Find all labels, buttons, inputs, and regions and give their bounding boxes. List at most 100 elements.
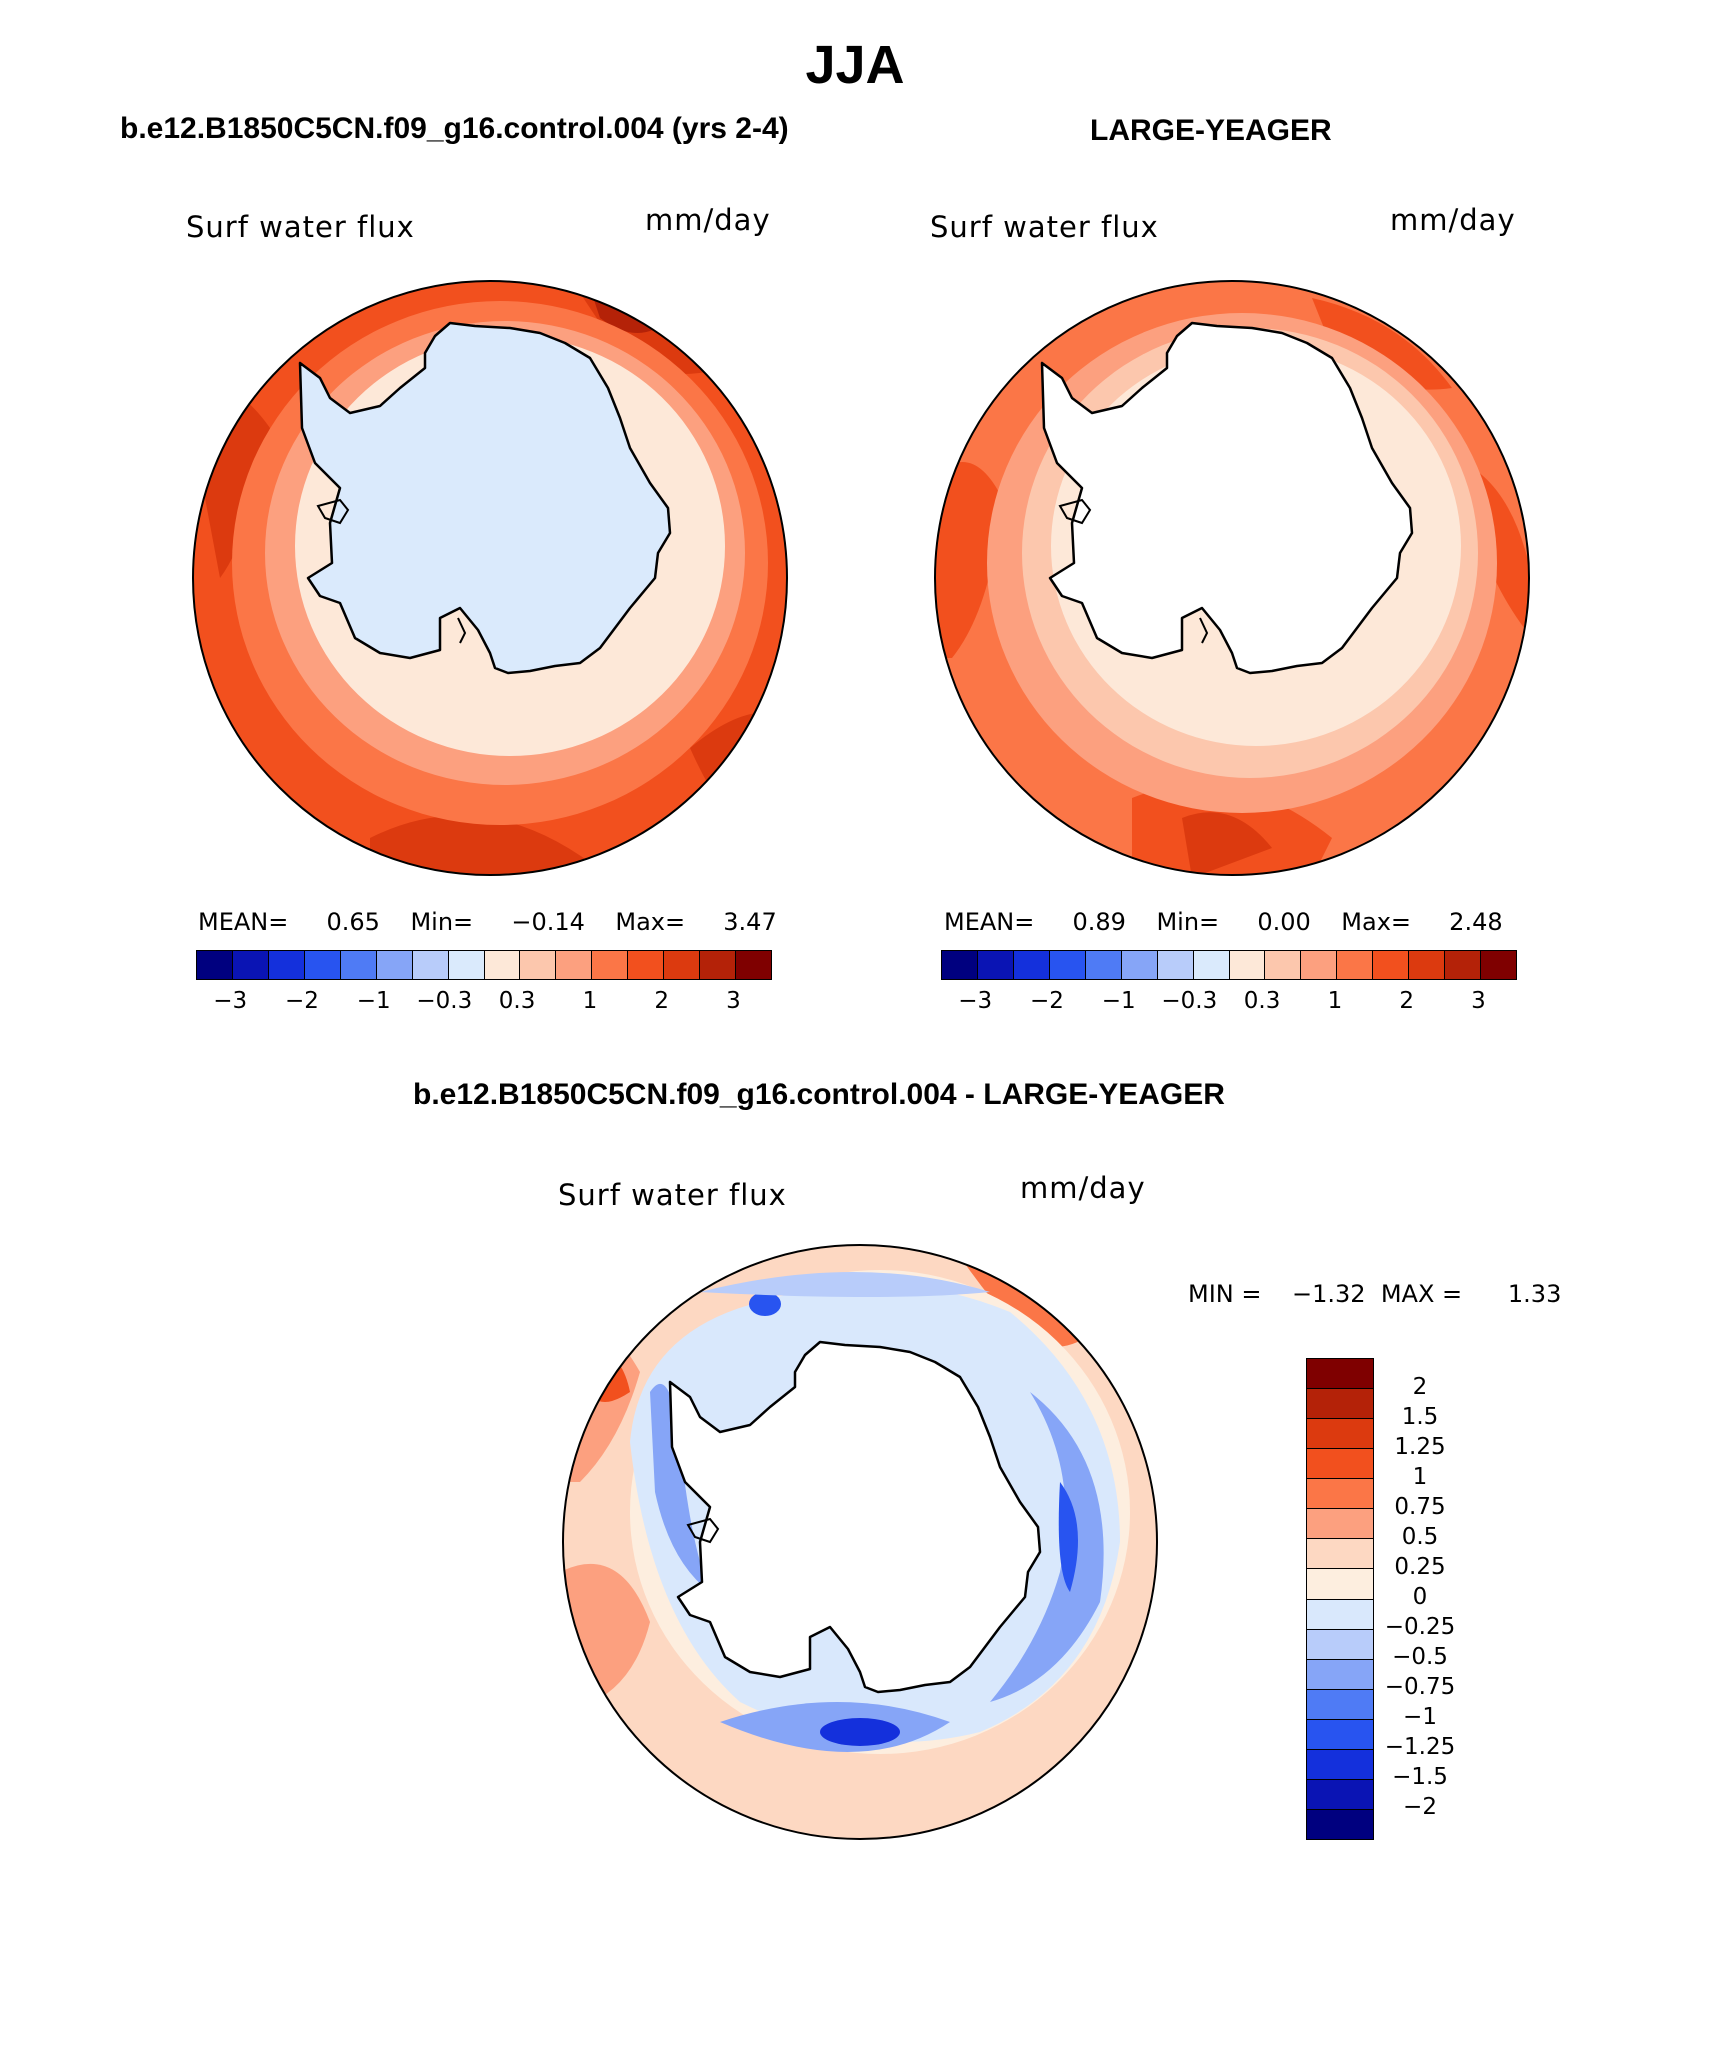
colorbar-swatch (1157, 951, 1194, 979)
diff-stats: MIN = −1.32 MAX = 1.33 (1188, 1280, 1561, 1308)
panel1-high-flux-patch (370, 815, 610, 875)
colorbar-swatch (232, 951, 269, 979)
panel2-mean-value: 0.89 (1072, 908, 1126, 936)
colorbar-swatch (1307, 1389, 1373, 1420)
colorbar-swatch (448, 951, 485, 979)
panel1-units-label: mm/day (645, 203, 771, 237)
colorbar-swatch (1307, 1419, 1373, 1450)
colorbar-tick-label: 2 (1399, 988, 1414, 1014)
diff-antarctica-interior (670, 1342, 1040, 1692)
colorbar-swatch (1307, 1749, 1373, 1780)
colorbar-level-label: −1.25 (1384, 1734, 1456, 1760)
colorbar-tick-label: −2 (284, 988, 319, 1014)
colorbar-tick-label: 3 (726, 988, 741, 1014)
panel2-units-label: mm/day (1390, 203, 1516, 237)
colorbar-swatch (1229, 951, 1266, 979)
colorbar-tick-label: −0.3 (1161, 988, 1218, 1014)
panel1-mean-value: 0.65 (326, 908, 380, 936)
diff-max-value: 1.33 (1507, 1280, 1562, 1308)
colorbar-swatch (376, 951, 413, 979)
panel1-max-label: Max= (615, 908, 686, 936)
colorbar-swatch (1409, 951, 1446, 979)
panel2-high-flux-patch (935, 462, 1002, 658)
diff-strong-negative-core (1058, 1482, 1078, 1592)
colorbar-tick-label: 0.3 (498, 988, 536, 1014)
panel2-mean-label: MEAN= (944, 908, 1035, 936)
panel2-max-label: Max= (1341, 908, 1412, 936)
colorbar-swatch (340, 951, 377, 979)
colorbar-level-label: 0 (1412, 1584, 1428, 1610)
panel1-ice-shelf-outline (316, 498, 350, 525)
panel2-colorbar (941, 950, 1517, 980)
colorbar-level-label: 2 (1412, 1374, 1428, 1400)
colorbar-tick-label: −2 (1029, 988, 1064, 1014)
colorbar-swatch (1307, 1719, 1373, 1750)
panel1-case-title: b.e12.B1850C5CN.f09_g16.control.004 (yrs… (120, 112, 789, 145)
colorbar-level-label: −0.75 (1384, 1674, 1456, 1700)
colorbar-level-label: −0.25 (1384, 1614, 1456, 1640)
colorbar-level-label: 0.25 (1394, 1554, 1446, 1580)
panel1-antarctica-interior (300, 323, 670, 673)
diff-polar-map (562, 1244, 1158, 1840)
colorbar-swatch (942, 951, 978, 979)
colorbar-swatch (1445, 951, 1482, 979)
colorbar-swatch (977, 951, 1014, 979)
colorbar-swatch (1307, 1569, 1373, 1600)
colorbar-level-label: 1 (1412, 1464, 1428, 1490)
diff-strong-negative-core (820, 1718, 900, 1746)
colorbar-swatch (1307, 1809, 1373, 1839)
diff-variable-label: Surf water flux (558, 1178, 787, 1212)
panel2-high-flux-patch (1312, 298, 1452, 390)
colorbar-swatch (1307, 1599, 1373, 1630)
colorbar-swatch (736, 951, 771, 979)
diff-max-label: MAX = (1380, 1280, 1463, 1308)
panel2-ice-shelf-outline (1058, 498, 1092, 525)
colorbar-level-label: −2 (1403, 1794, 1437, 1820)
colorbar-tick-label: −1 (356, 988, 391, 1014)
figure-title: JJA (805, 35, 905, 95)
diff-strong-negative-core (749, 1292, 781, 1316)
panel2-min-value: 0.00 (1257, 908, 1311, 936)
colorbar-tick-label: 3 (1471, 988, 1486, 1014)
colorbar-swatch (412, 951, 449, 979)
colorbar-swatch (1307, 1449, 1373, 1480)
colorbar-swatch (1265, 951, 1302, 979)
colorbar-swatch (1307, 1479, 1373, 1510)
diff-min-value: −1.32 (1292, 1280, 1366, 1308)
panel2-stats: MEAN= 0.89 Min= 0.00 Max= 2.48 (944, 908, 1503, 936)
colorbar-tick-label: 0.3 (1243, 988, 1281, 1014)
colorbar-swatch (1307, 1359, 1373, 1390)
colorbar-swatch (1013, 951, 1050, 979)
colorbar-swatch (1307, 1629, 1373, 1660)
colorbar-tick-label: 1 (582, 988, 598, 1014)
panel2-ice-shelf-outline (1199, 617, 1209, 644)
colorbar-swatch (268, 951, 305, 979)
panel1-colorbar (196, 950, 772, 980)
panel1-max-value: 3.47 (723, 908, 777, 936)
colorbar-swatch (1307, 1689, 1373, 1720)
colorbar-level-label: 1.25 (1394, 1434, 1446, 1460)
colorbar-level-label: 0.5 (1401, 1524, 1439, 1550)
colorbar-level-label: −1.5 (1392, 1764, 1448, 1790)
panel1-ice-shelf-outline (457, 617, 467, 644)
colorbar-tick-label: −1 (1101, 988, 1136, 1014)
diff-map-border (562, 1244, 1158, 1840)
colorbar-level-label: 0.75 (1394, 1494, 1446, 1520)
panel2-map-border (934, 280, 1530, 876)
colorbar-swatch (1307, 1779, 1373, 1810)
panel2-peak-flux-patch (1182, 812, 1272, 875)
panel2-antarctica-interior (1042, 323, 1412, 673)
colorbar-swatch (1307, 1539, 1373, 1570)
colorbar-swatch (1481, 951, 1516, 979)
panel1-polar-map (192, 280, 788, 876)
colorbar-swatch (556, 951, 593, 979)
colorbar-swatch (197, 951, 233, 979)
panel1-map-border (192, 280, 788, 876)
panel1-min-label: Min= (410, 908, 474, 936)
diff-antarctica-coastline (668, 1340, 1042, 1694)
panel2-colorbar-ticks: −3 −2 −1 −0.3 0.3 1 2 3 (941, 988, 1515, 1018)
diff-strong-positive-patch (580, 1350, 630, 1402)
colorbar-swatch (1337, 951, 1374, 979)
panel1-stats: MEAN= 0.65 Min= −0.14 Max= 3.47 (198, 908, 777, 936)
colorbar-level-label: −0.5 (1392, 1644, 1448, 1670)
